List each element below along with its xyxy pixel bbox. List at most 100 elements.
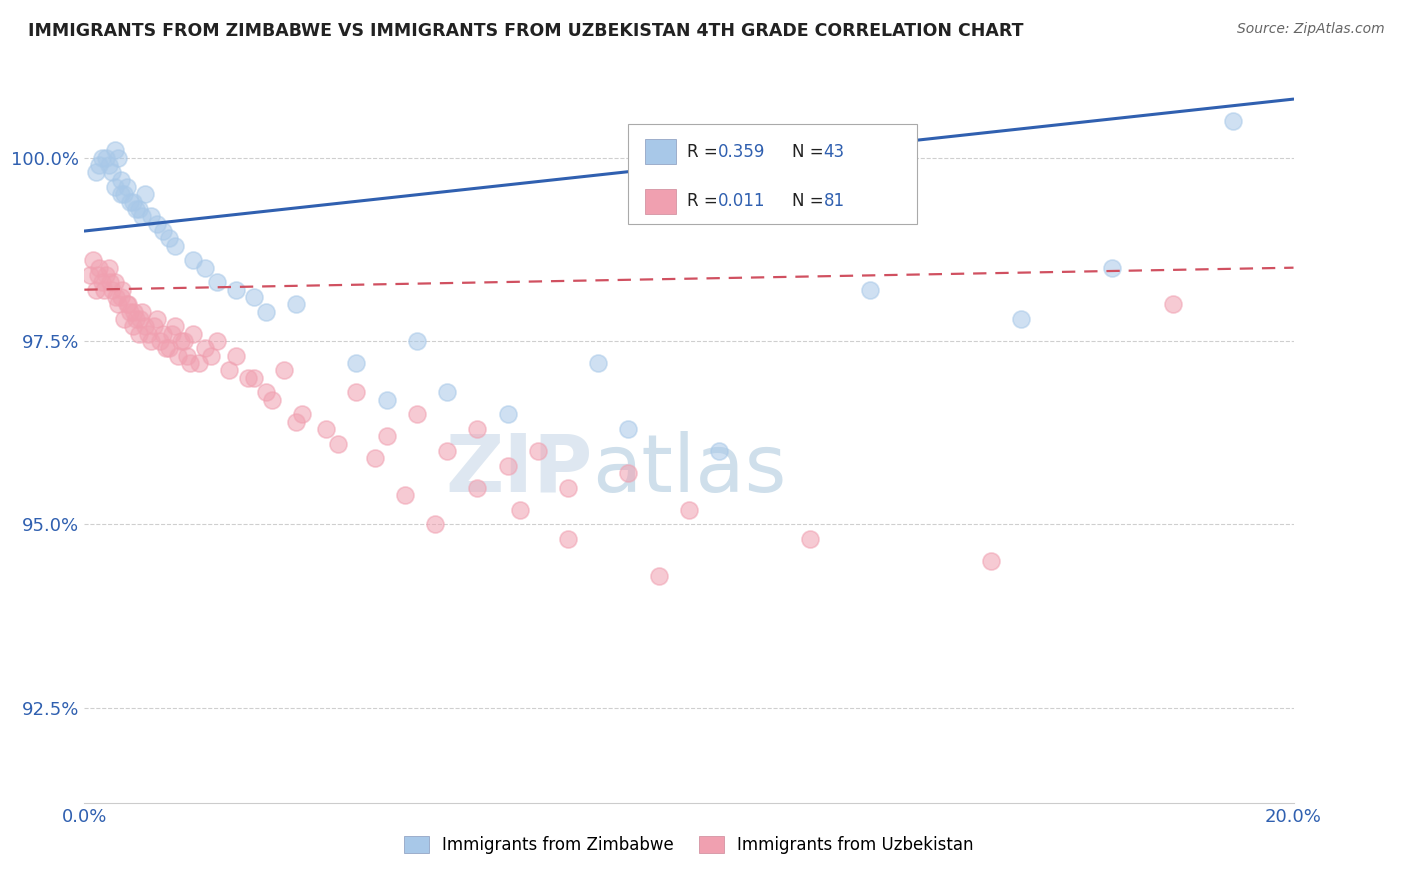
Point xyxy=(125,202,148,216)
Point xyxy=(104,180,127,194)
Point xyxy=(128,202,150,216)
Point xyxy=(207,334,229,348)
Point xyxy=(121,319,143,334)
Point xyxy=(149,334,172,348)
Point xyxy=(285,297,308,311)
Point xyxy=(242,370,264,384)
Point xyxy=(557,532,579,546)
Point xyxy=(207,276,229,290)
Point xyxy=(117,297,139,311)
Point xyxy=(112,312,135,326)
Point xyxy=(859,283,882,297)
Point xyxy=(146,312,169,326)
Point xyxy=(86,165,108,179)
Text: 81: 81 xyxy=(824,193,845,211)
Point xyxy=(104,276,127,290)
Point xyxy=(423,517,446,532)
Point xyxy=(104,290,127,304)
Legend: Immigrants from Zimbabwe, Immigrants from Uzbekistan: Immigrants from Zimbabwe, Immigrants fro… xyxy=(398,830,980,861)
Point xyxy=(97,260,120,275)
Point xyxy=(394,488,416,502)
Point xyxy=(82,253,104,268)
Text: Source: ZipAtlas.com: Source: ZipAtlas.com xyxy=(1237,22,1385,37)
Point xyxy=(678,502,700,516)
Point xyxy=(86,283,108,297)
Point xyxy=(328,436,350,450)
Point xyxy=(128,326,150,341)
Point xyxy=(176,349,198,363)
Point xyxy=(260,392,283,407)
Point xyxy=(118,304,141,318)
Point xyxy=(118,194,141,209)
Point xyxy=(139,334,162,348)
Point xyxy=(94,268,117,282)
Point xyxy=(527,444,550,458)
Point xyxy=(125,312,148,326)
Point xyxy=(134,319,156,334)
Point xyxy=(648,568,671,582)
Point xyxy=(509,502,531,516)
Point xyxy=(86,268,108,282)
Point xyxy=(315,422,337,436)
Point xyxy=(557,481,579,495)
Point xyxy=(157,341,180,355)
Point xyxy=(1161,297,1184,311)
Point xyxy=(100,283,122,297)
Point xyxy=(291,407,314,421)
Point xyxy=(496,407,519,421)
Point xyxy=(799,532,821,546)
Point xyxy=(496,458,519,473)
Point xyxy=(100,165,122,179)
Point xyxy=(110,172,132,186)
Point xyxy=(115,180,138,194)
Point xyxy=(363,451,385,466)
Point xyxy=(709,444,731,458)
Point xyxy=(181,253,204,268)
Point xyxy=(617,466,640,480)
Point xyxy=(107,297,129,311)
Point xyxy=(146,217,169,231)
Point xyxy=(110,290,132,304)
Point xyxy=(152,224,174,238)
Text: N =: N = xyxy=(793,143,830,161)
Point xyxy=(194,260,217,275)
Point xyxy=(165,238,187,252)
Point xyxy=(134,187,156,202)
Point xyxy=(157,231,180,245)
Point xyxy=(91,151,114,165)
Point xyxy=(406,407,429,421)
Text: atlas: atlas xyxy=(592,431,786,508)
Point xyxy=(122,304,145,318)
Point xyxy=(107,151,129,165)
Point xyxy=(273,363,295,377)
Text: R =: R = xyxy=(688,193,723,211)
Point xyxy=(1222,114,1244,128)
Point xyxy=(436,385,458,400)
Point xyxy=(115,297,138,311)
Point xyxy=(111,283,134,297)
Point xyxy=(104,144,127,158)
Point xyxy=(242,290,264,304)
Point xyxy=(218,363,240,377)
Point xyxy=(89,260,111,275)
Point xyxy=(97,158,120,172)
Point xyxy=(285,415,308,429)
Point xyxy=(79,268,101,282)
Point xyxy=(588,356,610,370)
Point xyxy=(188,356,211,370)
Point xyxy=(225,349,247,363)
Point xyxy=(91,276,114,290)
Text: IMMIGRANTS FROM ZIMBABWE VS IMMIGRANTS FROM UZBEKISTAN 4TH GRADE CORRELATION CHA: IMMIGRANTS FROM ZIMBABWE VS IMMIGRANTS F… xyxy=(28,22,1024,40)
Text: 0.359: 0.359 xyxy=(718,143,765,161)
Point xyxy=(467,422,489,436)
Point xyxy=(142,319,165,334)
Point xyxy=(167,349,190,363)
Point xyxy=(980,554,1002,568)
Point xyxy=(139,210,162,224)
Point xyxy=(236,370,259,384)
Point xyxy=(194,341,217,355)
Point xyxy=(436,444,458,458)
Text: 43: 43 xyxy=(824,143,845,161)
Point xyxy=(155,341,177,355)
Point xyxy=(110,187,132,202)
